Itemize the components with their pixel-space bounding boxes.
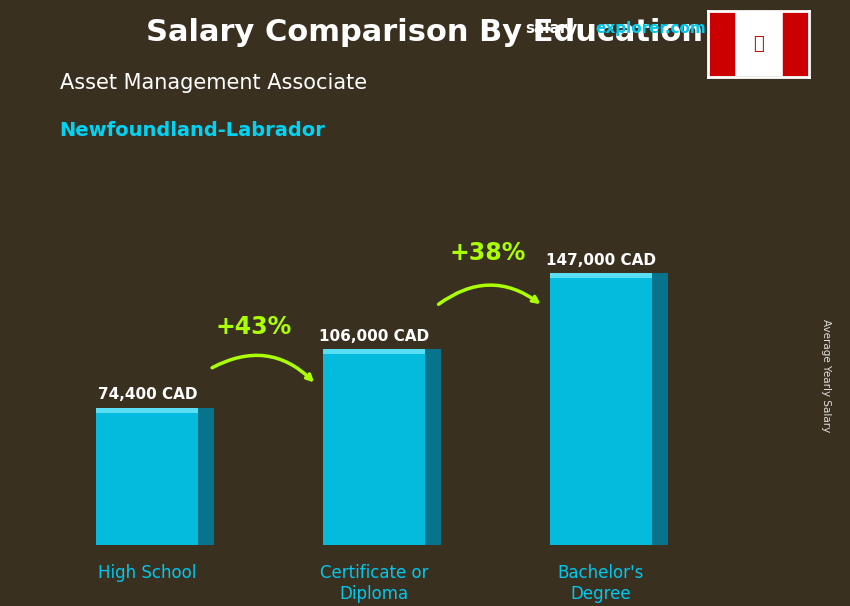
Text: Asset Management Associate: Asset Management Associate bbox=[60, 73, 366, 93]
Bar bbox=[96, 408, 198, 413]
Text: salary: salary bbox=[525, 21, 578, 36]
Text: Salary Comparison By Education: Salary Comparison By Education bbox=[146, 18, 704, 47]
Text: 106,000 CAD: 106,000 CAD bbox=[319, 328, 429, 344]
Bar bbox=[425, 349, 441, 545]
Bar bbox=[96, 408, 198, 545]
Text: 74,400 CAD: 74,400 CAD bbox=[98, 387, 197, 402]
Bar bbox=[323, 349, 425, 545]
Bar bbox=[710, 12, 734, 76]
Bar bbox=[198, 408, 214, 545]
Text: Newfoundland-Labrador: Newfoundland-Labrador bbox=[60, 121, 326, 140]
Text: 🍁: 🍁 bbox=[753, 35, 764, 53]
Text: +43%: +43% bbox=[216, 315, 292, 339]
Bar bbox=[550, 273, 652, 545]
Text: explorer.com: explorer.com bbox=[595, 21, 706, 36]
Text: Average Yearly Salary: Average Yearly Salary bbox=[821, 319, 831, 432]
Bar bbox=[783, 12, 808, 76]
Text: 147,000 CAD: 147,000 CAD bbox=[546, 253, 655, 268]
Bar bbox=[323, 349, 425, 354]
Bar bbox=[734, 12, 783, 76]
Bar bbox=[550, 273, 652, 278]
Bar bbox=[652, 273, 667, 545]
Text: +38%: +38% bbox=[449, 241, 525, 265]
